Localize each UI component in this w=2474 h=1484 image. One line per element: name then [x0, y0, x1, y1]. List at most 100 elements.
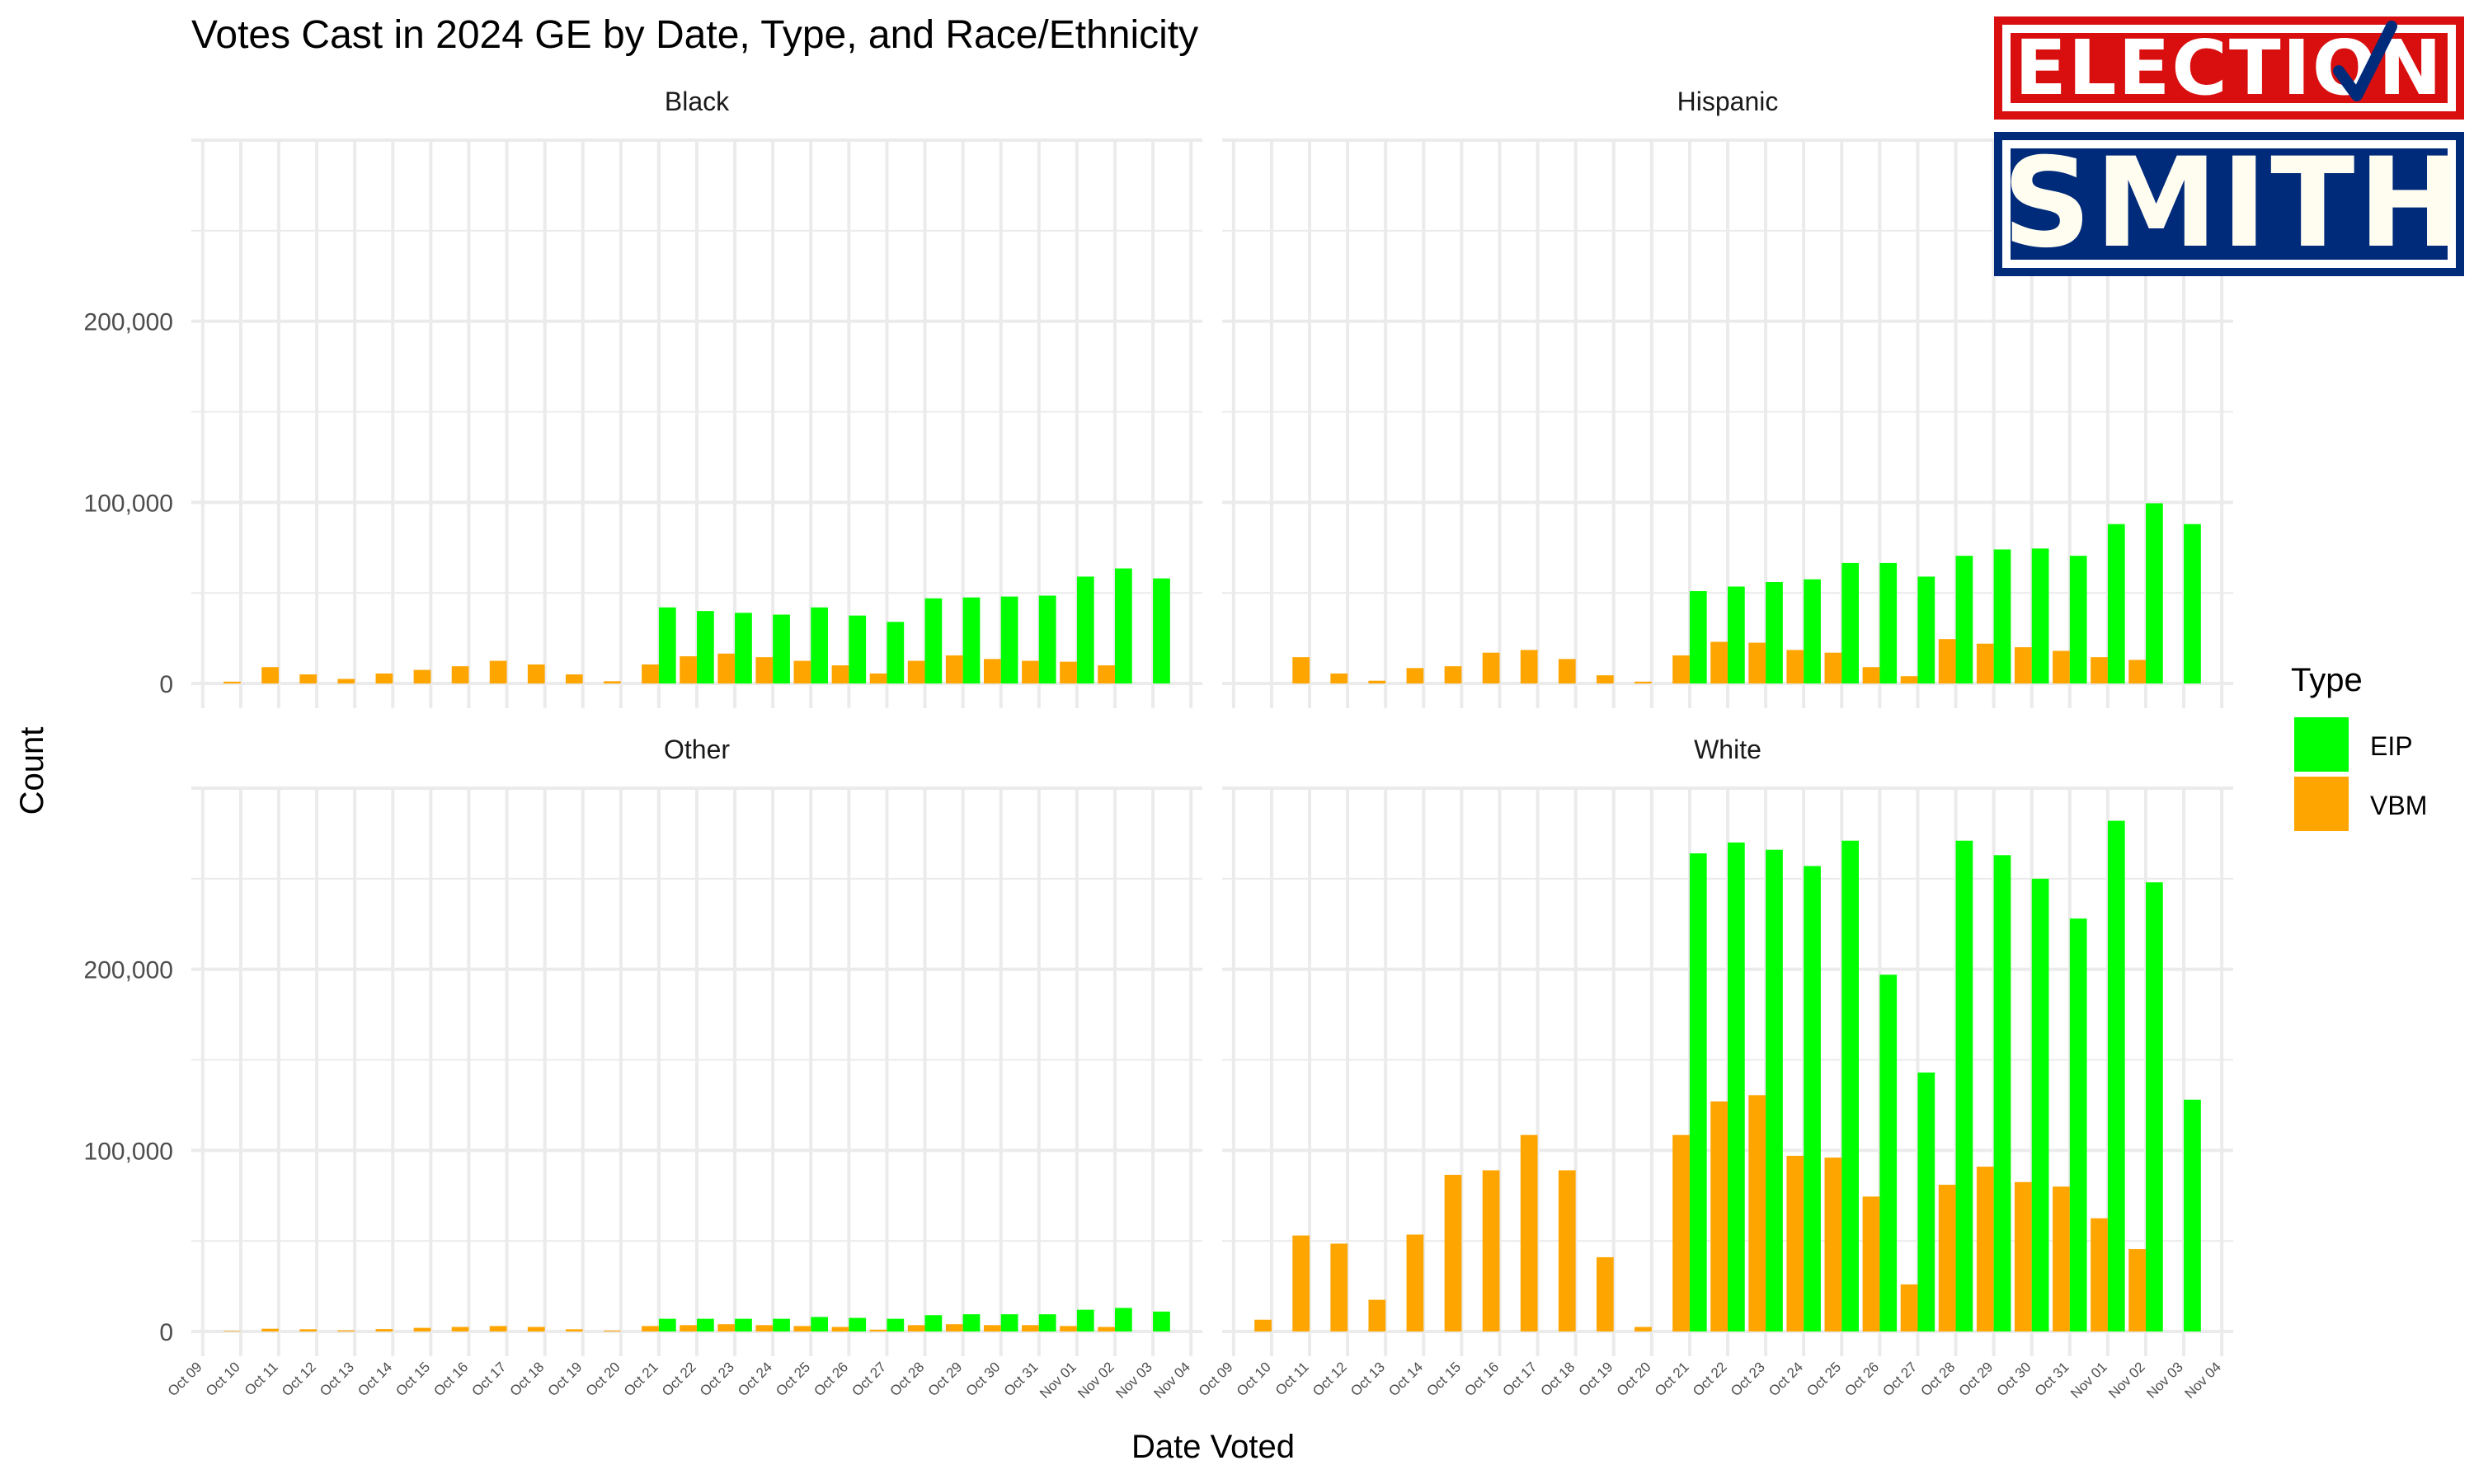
legend-label-eip: EIP [2370, 731, 2413, 761]
bar-vbm [413, 1327, 431, 1331]
x-tick-label: Oct 23 [1728, 1359, 1768, 1399]
bar-vbm [451, 1327, 469, 1331]
bar-eip [1993, 549, 2011, 683]
facet-label: Other [664, 735, 730, 764]
bar-vbm [1022, 660, 1039, 683]
bar-eip [1879, 562, 1898, 683]
bar-vbm [1406, 668, 1424, 683]
bar-eip [849, 1317, 867, 1331]
x-tick-label: Oct 14 [355, 1359, 395, 1399]
facet-label: Black [665, 87, 730, 116]
bar-eip [1153, 578, 1170, 683]
bar-vbm [1482, 1170, 1500, 1331]
bar-eip [2145, 503, 2163, 683]
legend-key-eip [2294, 717, 2349, 772]
bar-vbm [1710, 1101, 1728, 1331]
bar-vbm [1672, 655, 1690, 683]
y-tick-label: 0 [159, 671, 173, 698]
facet-label: Hispanic [1677, 87, 1779, 116]
x-tick-label: Oct 13 [1348, 1359, 1388, 1399]
bar-vbm [1824, 1158, 1842, 1331]
bar-eip [697, 1318, 714, 1331]
bar-vbm [831, 1327, 849, 1331]
bar-vbm [375, 1329, 393, 1331]
x-tick-label: Oct 15 [393, 1359, 433, 1399]
y-tick-label: 100,000 [84, 490, 173, 517]
bar-vbm [1444, 1174, 1462, 1331]
bar-vbm [907, 1325, 925, 1331]
bar-vbm [1634, 681, 1652, 683]
bar-eip [962, 1314, 981, 1331]
bar-vbm [1520, 1134, 1538, 1331]
bar-vbm [2091, 657, 2108, 683]
bar-vbm [2014, 647, 2032, 683]
bar-vbm [1748, 1095, 1766, 1331]
bar-vbm [1330, 1243, 1348, 1331]
x-tick-label: Oct 09 [1196, 1359, 1236, 1399]
bar-eip [1804, 866, 1821, 1331]
bar-vbm [1254, 1319, 1272, 1331]
x-tick-label: Oct 12 [279, 1359, 319, 1399]
bar-eip [1000, 1314, 1018, 1331]
bar-eip [697, 611, 714, 683]
bar-eip [811, 1317, 829, 1331]
x-tick-label: Oct 09 [165, 1359, 205, 1399]
y-tick-label: 100,000 [84, 1138, 173, 1165]
bar-eip [1728, 586, 1745, 683]
bar-eip [2069, 556, 2087, 683]
bar-eip [1114, 568, 1132, 683]
x-tick-label: Oct 30 [1994, 1359, 2034, 1399]
bar-eip [924, 598, 943, 683]
facet-label: White [1694, 735, 1761, 764]
bar-vbm [1938, 639, 1956, 683]
x-tick-label: Oct 31 [2032, 1359, 2072, 1399]
bar-vbm [451, 666, 469, 683]
y-tick-label: 0 [159, 1319, 173, 1346]
x-tick-label: Oct 27 [849, 1359, 889, 1399]
x-tick-label: Nov 02 [1075, 1359, 1117, 1402]
bar-vbm [907, 660, 925, 683]
bar-vbm [869, 673, 887, 683]
bar-eip [1728, 842, 1745, 1331]
bar-vbm [1634, 1327, 1652, 1331]
x-tick-label: Oct 20 [1614, 1359, 1654, 1399]
bar-vbm [1292, 1235, 1310, 1331]
bar-vbm [1558, 1170, 1576, 1331]
bar-vbm [1098, 1327, 1115, 1331]
x-tick-label: Nov 03 [2143, 1359, 2186, 1402]
bar-vbm [945, 1324, 963, 1331]
bar-eip [1076, 1309, 1094, 1331]
x-tick-label: Nov 01 [2067, 1359, 2110, 1402]
bar-eip [773, 1318, 790, 1331]
x-tick-label: Oct 20 [583, 1359, 623, 1399]
bar-vbm [680, 656, 697, 683]
bar-eip [2184, 1099, 2201, 1331]
bar-vbm [261, 667, 280, 683]
bar-eip [735, 613, 752, 683]
bar-vbm [2128, 1249, 2146, 1331]
bar-vbm [527, 1327, 545, 1331]
bar-vbm [983, 659, 1001, 683]
bar-vbm [489, 660, 507, 683]
bar-vbm [299, 674, 317, 683]
bar-vbm [793, 660, 811, 683]
bar-eip [887, 622, 905, 683]
bar-vbm [793, 1326, 811, 1331]
x-tick-label: Oct 17 [469, 1359, 510, 1399]
bar-vbm [565, 1329, 583, 1331]
bar-eip [1917, 1072, 1935, 1331]
x-tick-label: Oct 13 [317, 1359, 357, 1399]
x-tick-label: Oct 29 [925, 1359, 966, 1399]
bar-vbm [642, 1326, 659, 1331]
bar-vbm [223, 681, 241, 683]
bar-eip [2031, 548, 2049, 683]
x-tick-label: Oct 22 [1690, 1359, 1730, 1399]
bar-eip [1153, 1311, 1170, 1331]
x-tick-label: Oct 12 [1310, 1359, 1350, 1399]
bar-vbm [489, 1326, 507, 1331]
bar-eip [1689, 853, 1707, 1331]
bar-eip [2184, 524, 2201, 683]
bar-eip [658, 607, 676, 683]
